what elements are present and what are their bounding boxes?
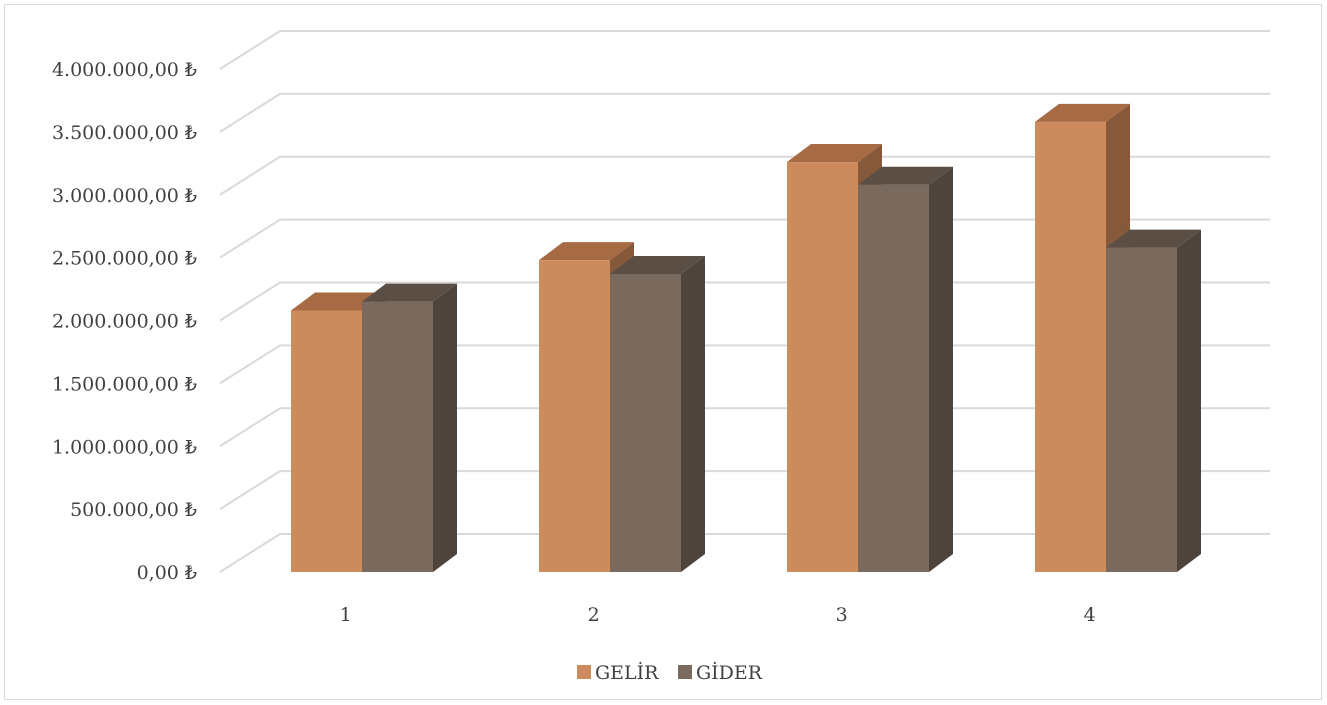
bar-top [610, 255, 705, 274]
y-tick-label: 2.500.000,00 ₺ [52, 248, 197, 270]
bar-top [787, 144, 882, 163]
bar [610, 255, 705, 572]
category-group [1035, 103, 1201, 572]
y-tick-label: 1.000.000,00 ₺ [52, 436, 197, 458]
x-tick-label: 3 [836, 604, 848, 626]
bar-front [1106, 247, 1177, 572]
legend: GELİR GİDER [577, 661, 763, 684]
legend-item: GİDER [678, 661, 763, 684]
bar [362, 283, 457, 572]
y-tick-label: 3.500.000,00 ₺ [52, 122, 197, 144]
y-tick-label: 4.000.000,00 ₺ [52, 59, 197, 81]
bar-top [362, 283, 457, 302]
bar-side [681, 255, 705, 572]
bar [858, 166, 953, 572]
y-tick-label: 2.000.000,00 ₺ [52, 311, 197, 333]
category-group [539, 242, 705, 572]
bar-top [1035, 103, 1130, 122]
category-group [787, 144, 953, 572]
legend-item: GELİR [577, 661, 659, 684]
bar-front [291, 310, 362, 572]
bar-front [362, 301, 433, 572]
y-tick-label: 500.000,00 ₺ [70, 499, 197, 521]
bar-side [1177, 229, 1201, 572]
bar-front [610, 273, 681, 572]
x-tick-label: 4 [1084, 604, 1096, 626]
x-tick-label: 1 [340, 604, 352, 626]
bar-side [929, 166, 953, 572]
category-group [291, 283, 457, 572]
bar-front [539, 260, 610, 572]
legend-swatch [577, 665, 591, 679]
bar-top [1106, 229, 1201, 248]
y-tick-label: 0,00 ₺ [137, 562, 197, 584]
gridline [219, 155, 1270, 196]
bar-side [433, 283, 457, 572]
gridline [219, 30, 1270, 70]
bars [291, 103, 1201, 572]
y-tick-label: 1.500.000,00 ₺ [52, 373, 197, 395]
bar-top [858, 166, 953, 185]
bar-front [858, 184, 929, 572]
y-axis-tick-labels: 0,00 ₺ 500.000,00 ₺ 1.000.000,00 ₺ 1.500.00… [52, 59, 197, 584]
gridline [219, 92, 1270, 133]
legend-swatch [678, 665, 692, 679]
bar-front [1035, 121, 1106, 572]
x-tick-label: 2 [588, 604, 600, 626]
y-tick-label: 3.000.000,00 ₺ [52, 185, 197, 207]
legend-label: GİDER [696, 661, 763, 684]
legend-label: GELİR [595, 661, 659, 684]
bar-front [787, 162, 858, 572]
bar-top [539, 242, 634, 261]
bar [1106, 229, 1201, 572]
x-axis-tick-labels: 1 2 3 4 [340, 604, 1096, 626]
